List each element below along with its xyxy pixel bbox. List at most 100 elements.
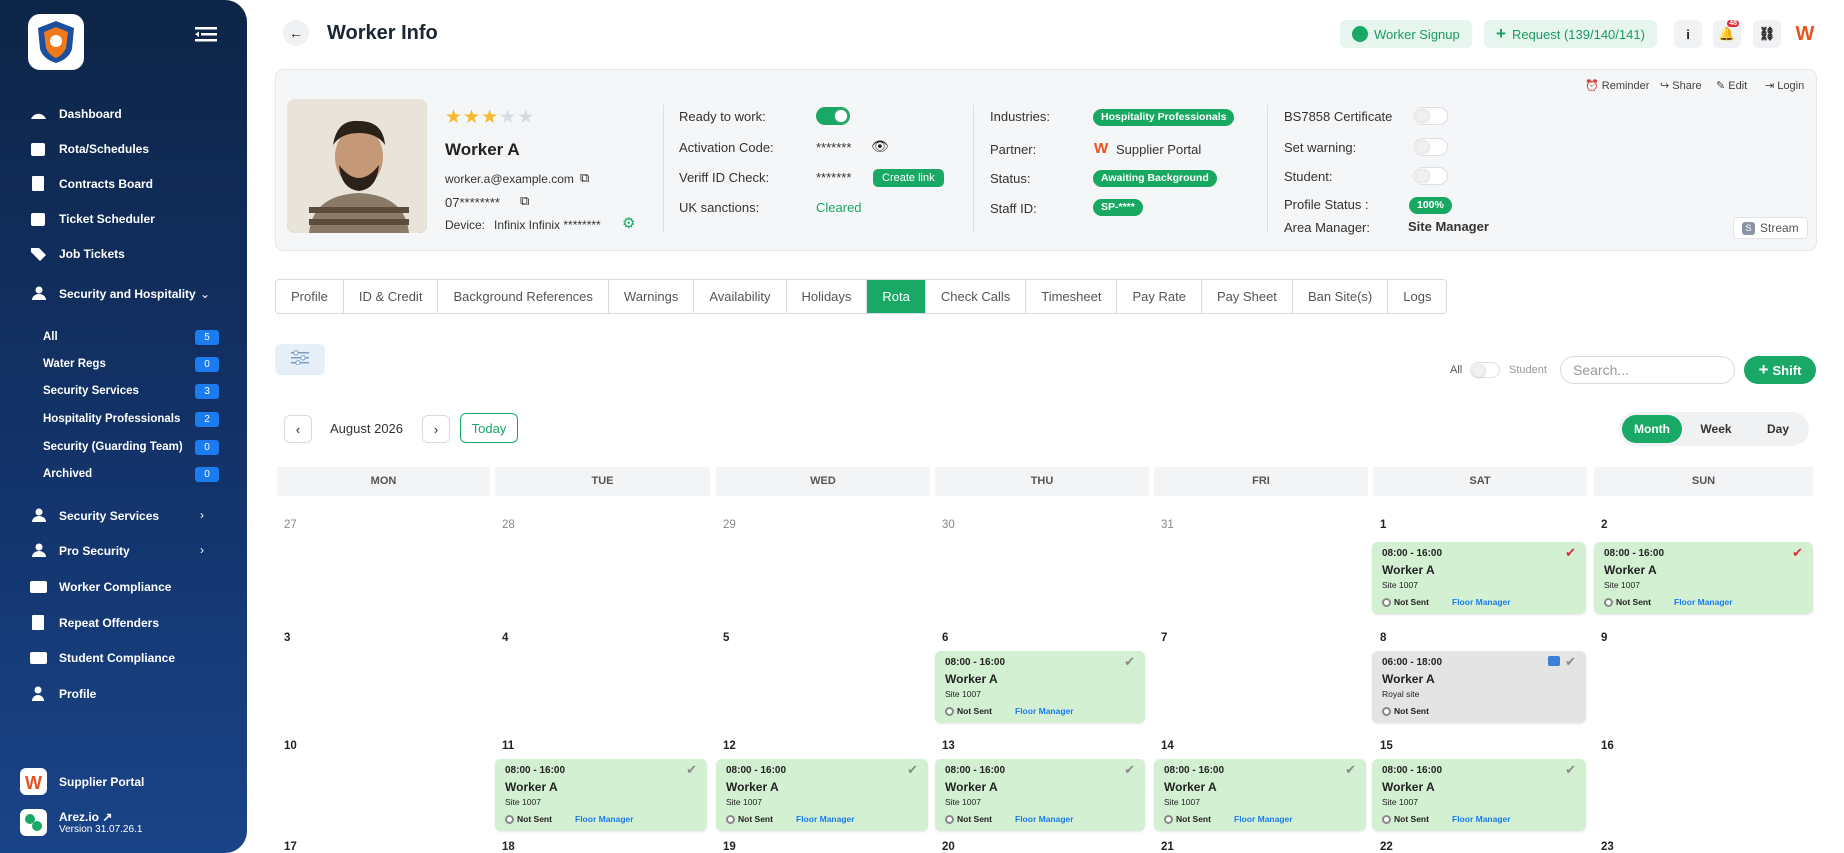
ready-to-work-toggle[interactable]: [816, 107, 850, 125]
sidebar-subitem-security-services[interactable]: Security Services: [43, 385, 139, 397]
share-button[interactable]: ↪ Share: [1660, 80, 1702, 92]
view-week-button[interactable]: Week: [1700, 422, 1732, 436]
supplier-portal-link[interactable]: W Supplier Portal: [20, 768, 144, 795]
shift-event[interactable]: 08:00 - 16:00 ✔ Worker A Site 1007 Not S…: [1372, 542, 1586, 614]
stream-button[interactable]: S Stream: [1733, 217, 1808, 239]
tab-id-credit[interactable]: ID & Credit: [344, 280, 439, 313]
bs7858-toggle[interactable]: [1414, 107, 1448, 125]
date-number[interactable]: 9: [1601, 632, 1608, 644]
create-link-button[interactable]: Create link: [873, 169, 944, 187]
sidebar-subitem-water-regs[interactable]: Water Regs: [43, 358, 106, 370]
shift-event[interactable]: 08:00 - 16:00 ✔ Worker A Site 1007 Not S…: [935, 651, 1145, 723]
sidebar-item-worker-compliance[interactable]: Worker Compliance: [30, 579, 171, 594]
add-shift-button[interactable]: + Shift: [1744, 356, 1816, 384]
request-button[interactable]: + Request (139/140/141): [1484, 20, 1657, 48]
date-number[interactable]: 15: [1380, 740, 1393, 752]
tab-availability[interactable]: Availability: [694, 280, 787, 313]
reminder-button[interactable]: ⏰ Reminder: [1585, 80, 1650, 92]
date-number[interactable]: 21: [1161, 841, 1174, 853]
tab-timesheet[interactable]: Timesheet: [1026, 280, 1118, 313]
shift-event[interactable]: 08:00 - 16:00 ✔ Worker A Site 1007 Not S…: [935, 759, 1145, 831]
notifications-button[interactable]: 🔔 48: [1713, 20, 1741, 48]
sidebar-subitem-guarding-team[interactable]: Security (Guarding Team): [43, 441, 183, 453]
edit-button[interactable]: ✎ Edit: [1716, 80, 1748, 92]
chevron-right-icon[interactable]: ›: [200, 508, 204, 522]
search-input[interactable]: Search...: [1560, 356, 1735, 384]
set-warning-toggle[interactable]: [1414, 138, 1448, 156]
gear-icon[interactable]: ⚙: [622, 215, 636, 232]
sidebar-item-job-tickets[interactable]: Job Tickets: [30, 246, 125, 261]
today-button[interactable]: Today: [460, 413, 518, 443]
sidebar-subitem-hospitality[interactable]: Hospitality Professionals: [43, 413, 181, 425]
date-number[interactable]: 27: [284, 519, 297, 531]
prev-month-button[interactable]: ‹: [284, 415, 312, 443]
external-link-icon[interactable]: ↗: [102, 810, 113, 824]
shift-event[interactable]: 06:00 - 18:00 ✔ Worker A Royal site Not …: [1372, 651, 1586, 723]
sidebar-item-student-compliance[interactable]: Student Compliance: [30, 650, 175, 665]
link-button[interactable]: ⛓: [1753, 20, 1781, 48]
sidebar-item-rota[interactable]: Rota/Schedules: [30, 141, 149, 156]
date-number[interactable]: 18: [502, 841, 515, 853]
date-number[interactable]: 29: [723, 519, 736, 531]
tab-pay-sheet[interactable]: Pay Sheet: [1202, 280, 1293, 313]
date-number[interactable]: 23: [1601, 841, 1614, 853]
sidebar-item-profile[interactable]: Profile: [30, 686, 96, 701]
tab-pay-rate[interactable]: Pay Rate: [1117, 280, 1202, 313]
date-number[interactable]: 3: [284, 632, 291, 644]
view-day-button[interactable]: Day: [1766, 422, 1789, 436]
date-number[interactable]: 11: [502, 740, 515, 752]
login-button[interactable]: ⇥ Login: [1765, 80, 1805, 92]
tab-logs[interactable]: Logs: [1403, 289, 1432, 304]
date-number[interactable]: 12: [723, 740, 736, 752]
shift-event[interactable]: 08:00 - 16:00 ✔ Worker A Site 1007 Not S…: [495, 759, 707, 831]
eye-slash-icon[interactable]: 👁: [871, 138, 889, 154]
date-number[interactable]: 6: [942, 632, 949, 644]
tab-check-calls[interactable]: Check Calls: [926, 280, 1027, 313]
tab-warnings[interactable]: Warnings: [609, 280, 695, 313]
tab-ban-sites[interactable]: Ban Site(s): [1293, 280, 1389, 313]
brand-w-button[interactable]: W: [1791, 20, 1819, 48]
back-button[interactable]: ←: [283, 20, 309, 46]
date-number[interactable]: 5: [723, 632, 730, 644]
shift-event[interactable]: 08:00 - 16:00 ✔ Worker A Site 1007 Not S…: [1154, 759, 1366, 831]
date-number[interactable]: 2: [1601, 519, 1608, 531]
view-month-button[interactable]: Month: [1622, 415, 1682, 443]
sidebar-item-contracts[interactable]: Contracts Board: [30, 176, 153, 191]
sidebar-item-pro-security[interactable]: Pro Security: [30, 543, 130, 558]
sidebar-item-dashboard[interactable]: Dashboard: [30, 106, 122, 121]
copy-icon[interactable]: ⧉: [520, 193, 530, 208]
tab-holidays[interactable]: Holidays: [787, 280, 868, 313]
sidebar-subitem-all[interactable]: All: [43, 331, 58, 343]
date-number[interactable]: 8: [1380, 632, 1387, 644]
date-number[interactable]: 31: [1161, 519, 1174, 531]
date-number[interactable]: 17: [284, 841, 297, 853]
date-number[interactable]: 22: [1380, 841, 1393, 853]
student-toggle[interactable]: [1414, 167, 1448, 185]
next-month-button[interactable]: ›: [422, 415, 450, 443]
date-number[interactable]: 20: [942, 841, 955, 853]
student-filter-toggle[interactable]: [1470, 362, 1500, 378]
date-number[interactable]: 10: [284, 740, 297, 752]
chevron-down-icon[interactable]: ⌄: [200, 287, 211, 301]
arez-link[interactable]: Arez.io ↗ Version 31.07.26.1: [20, 809, 142, 836]
date-number[interactable]: 14: [1161, 740, 1174, 752]
date-number[interactable]: 19: [723, 841, 736, 853]
shift-event[interactable]: 08:00 - 16:00 ✔ Worker A Site 1007 Not S…: [1594, 542, 1813, 614]
info-button[interactable]: i: [1674, 20, 1702, 48]
date-number[interactable]: 28: [502, 519, 515, 531]
menu-collapse-icon[interactable]: [195, 25, 217, 45]
shift-event[interactable]: 08:00 - 16:00 ✔ Worker A Site 1007 Not S…: [716, 759, 928, 831]
tab-background-references[interactable]: Background References: [438, 280, 609, 313]
date-number[interactable]: 16: [1601, 740, 1614, 752]
sidebar-item-security-hospitality[interactable]: Security and Hospitality: [30, 286, 196, 301]
brand-logo[interactable]: [28, 14, 84, 70]
worker-signup-button[interactable]: Worker Signup: [1340, 20, 1472, 48]
filter-button[interactable]: [275, 344, 325, 375]
tab-rota[interactable]: Rota: [867, 280, 926, 313]
copy-icon[interactable]: ⧉: [580, 170, 590, 185]
tab-profile[interactable]: Profile: [276, 280, 344, 313]
sidebar-item-repeat-offenders[interactable]: Repeat Offenders: [30, 615, 159, 630]
date-number[interactable]: 7: [1161, 632, 1168, 644]
date-number[interactable]: 30: [942, 519, 955, 531]
shift-event[interactable]: 08:00 - 16:00 ✔ Worker A Site 1007 Not S…: [1372, 759, 1586, 831]
